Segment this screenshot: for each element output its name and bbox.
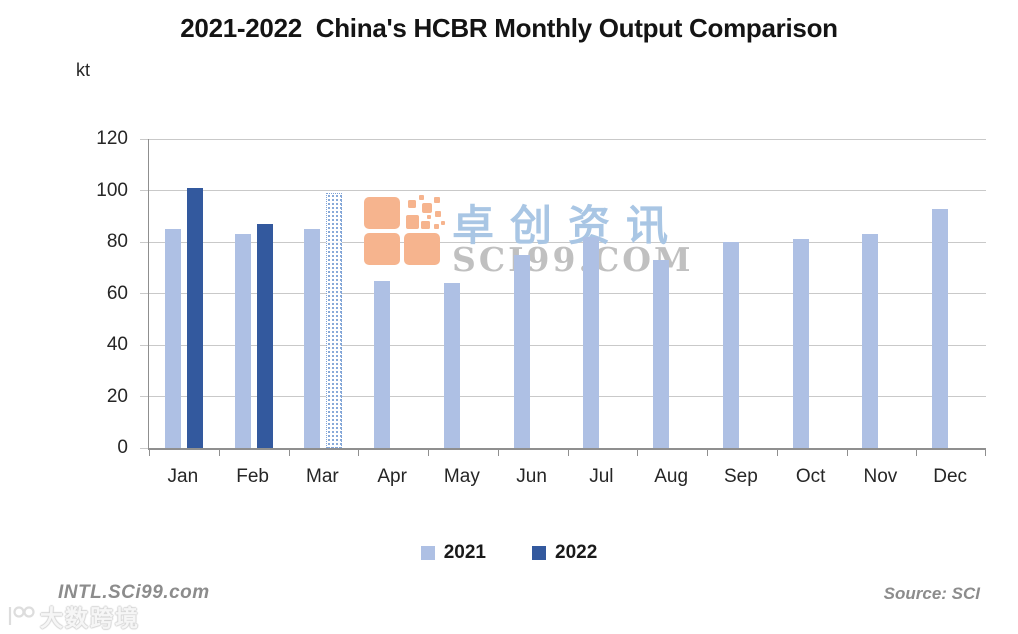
x-tick-label-aug: Aug <box>654 466 689 487</box>
bar-2021-aug <box>653 260 670 448</box>
gridline-40 <box>149 344 986 346</box>
x-tick-label-nov: Nov <box>863 466 898 487</box>
y-tick-label-40: 40 <box>106 334 128 355</box>
x-tick-end <box>985 450 986 456</box>
x-tick-8 <box>707 450 708 456</box>
x-tick-label-oct: Oct <box>795 466 826 487</box>
bar-2021-jan <box>164 229 181 448</box>
y-tick-40 <box>140 344 148 346</box>
x-tick-label-jan: Jan <box>167 466 199 487</box>
bar-2022-mar <box>326 193 343 448</box>
y-tick-100 <box>140 190 148 191</box>
x-tick-4 <box>428 450 429 456</box>
dashukuajing-watermark-icon <box>8 606 35 625</box>
y-tick-label-60: 60 <box>106 282 128 304</box>
footer-source-text: Source: SCI <box>883 584 980 603</box>
bar-2021-dec <box>932 208 949 448</box>
sci99-watermark-cn-text: 卓创资讯 <box>452 202 685 249</box>
dashukuajing-watermark-text: 大数跨境 <box>40 605 140 631</box>
legend-swatch-2021 <box>420 546 435 560</box>
gridline-100 <box>149 190 986 191</box>
x-tick-7 <box>637 450 639 456</box>
y-axis-unit-label: kt <box>76 60 91 80</box>
gridline-20 <box>149 396 986 397</box>
y-tick-label-120: 120 <box>96 128 128 149</box>
x-axis-tick-labels: Jan Feb Mar Apr May Jun Jul Aug Sep Oct Nov Dec <box>148 466 985 490</box>
y-tick-label-0: 0 <box>117 437 128 458</box>
x-tick-label-may: May <box>443 466 480 487</box>
dashukuajing-watermark: 大数跨境 <box>6 599 140 633</box>
x-tick-label-feb: Feb <box>236 466 269 487</box>
y-tick-20 <box>140 396 148 397</box>
x-tick-label-dec: Dec <box>933 466 968 487</box>
y-tick-label-100: 100 <box>96 179 128 201</box>
legend-swatch-2022 <box>532 546 546 560</box>
bar-2021-oct <box>792 239 809 448</box>
x-tick-1 <box>218 450 220 456</box>
y-axis-tick-labels: 0 20 40 60 80 100 120 <box>60 129 128 458</box>
bar-2021-may <box>443 283 460 448</box>
x-tick-label-jun: Jun <box>516 466 547 487</box>
legend-label-2021: 2021 <box>443 542 486 563</box>
legend-label-2022: 2022 <box>555 542 598 563</box>
legend-item-2022: 2022 <box>532 542 597 564</box>
x-tick-6 <box>567 450 569 456</box>
x-tick-11 <box>916 450 918 456</box>
bar-2021-apr <box>374 280 391 448</box>
y-tick-120 <box>140 138 148 140</box>
x-tick-2 <box>288 450 290 456</box>
bar-2021-mar <box>304 229 321 448</box>
x-tick-0 <box>149 450 150 456</box>
bar-2021-sep <box>722 242 739 448</box>
y-tick-label-20: 20 <box>106 385 128 407</box>
gridline-80 <box>149 241 986 243</box>
chart-title: 2021-2022 China's HCBR Monthly Output Co… <box>180 13 838 43</box>
x-tick-10 <box>846 450 848 456</box>
x-tick-label-sep: Sep <box>723 466 758 487</box>
y-tick-label-80: 80 <box>106 231 128 252</box>
sci99-logo-icon <box>364 195 445 265</box>
legend-item-2021: 2021 <box>420 542 486 564</box>
gridline-120 <box>149 138 986 140</box>
x-tick-3 <box>358 450 360 456</box>
plot-area <box>140 138 986 456</box>
bar-2021-feb <box>234 234 251 448</box>
x-tick-label-apr: Apr <box>377 466 407 487</box>
x-tick-label-mar: Mar <box>306 466 339 487</box>
x-tick-label-jul: Jul <box>589 466 614 487</box>
y-tick-80 <box>140 241 148 243</box>
y-tick-60 <box>140 293 148 294</box>
gridline-60 <box>149 293 986 294</box>
bar-2021-jun <box>513 254 530 448</box>
chart-legend: 2021 2022 <box>0 542 1018 564</box>
y-tick-0 <box>140 447 148 449</box>
x-tick-5 <box>497 450 499 456</box>
x-tick-9 <box>776 450 778 456</box>
footer-intl-sci99-text: INTL.SCi99.com <box>58 582 210 603</box>
bar-2022-jan <box>186 187 203 448</box>
bar-2022-feb <box>256 223 273 448</box>
sci99-watermark-site-text: SCI99.COM <box>452 240 694 279</box>
bar-2021-jul <box>583 236 600 448</box>
bar-2021-nov <box>862 234 879 448</box>
